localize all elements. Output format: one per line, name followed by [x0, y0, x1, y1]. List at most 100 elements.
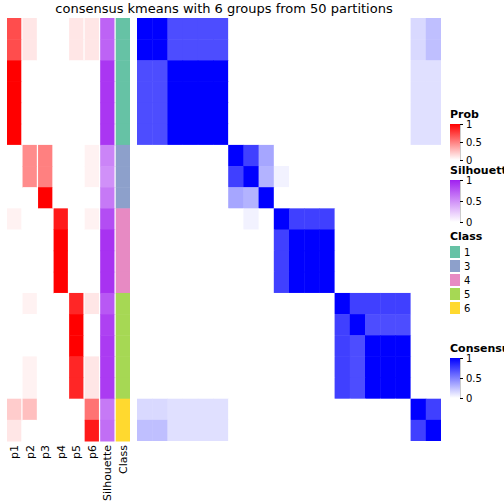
- consensus-cell: [380, 251, 396, 273]
- tick-label: 0: [466, 393, 472, 404]
- consensus-cell: [350, 272, 366, 294]
- consensus-cell: [395, 399, 411, 421]
- membership-cell: [69, 251, 83, 273]
- consensus-cell: [304, 399, 320, 421]
- colorbar-axis: 00.51: [460, 119, 482, 166]
- membership-cell: [69, 356, 83, 378]
- consensus-cell: [319, 18, 335, 40]
- consensus-cell: [198, 356, 214, 378]
- consensus-cell: [243, 187, 259, 209]
- membership-cell: [54, 272, 68, 294]
- tick-label: 1: [466, 175, 472, 186]
- consensus-cell: [304, 420, 320, 441]
- consensus-cell: [395, 420, 411, 441]
- consensus-cell: [228, 356, 244, 378]
- column-label: p1: [8, 445, 21, 459]
- consensus-cell: [137, 420, 153, 441]
- consensus-cell: [152, 272, 168, 294]
- colorbar: [450, 358, 460, 398]
- silhouette-cell: [100, 335, 114, 357]
- consensus-cell: [137, 187, 153, 209]
- consensus-cell: [183, 124, 199, 146]
- consensus-cell: [167, 39, 183, 61]
- tick-label: 0.5: [466, 137, 482, 148]
- membership-cell: [69, 230, 83, 252]
- membership-cell: [85, 335, 99, 357]
- consensus-cell: [259, 272, 275, 294]
- consensus-cell: [213, 230, 229, 252]
- membership-cell: [54, 60, 68, 82]
- consensus-cell: [243, 166, 259, 188]
- consensus-cell: [319, 60, 335, 82]
- consensus-cell: [304, 230, 320, 252]
- colorbar: [450, 180, 460, 222]
- consensus-cell: [228, 335, 244, 357]
- membership-cell: [69, 39, 83, 61]
- chart: consensus kmeans with 6 groups from 50 p…: [0, 0, 504, 504]
- membership-cell: [54, 378, 68, 400]
- consensus-cell: [213, 103, 229, 125]
- consensus-cell: [380, 335, 396, 357]
- colorbar-axis-line: [461, 181, 464, 223]
- consensus-cell: [274, 208, 290, 230]
- consensus-cell: [304, 356, 320, 378]
- membership-cell: [23, 314, 37, 336]
- silhouette-cell: [100, 399, 114, 421]
- tick-mark: [460, 124, 463, 125]
- consensus-cell: [395, 60, 411, 82]
- consensus-cell: [426, 18, 441, 40]
- membership-cell: [38, 314, 52, 336]
- consensus-cell: [365, 81, 381, 103]
- consensus-cell: [411, 378, 427, 400]
- membership-cell: [38, 420, 52, 442]
- consensus-cell: [213, 187, 229, 209]
- membership-cell: [54, 18, 68, 40]
- legend-label: 1: [464, 247, 470, 258]
- consensus-cell: [426, 272, 441, 294]
- consensus-cell: [380, 166, 396, 188]
- consensus-cell: [183, 356, 199, 378]
- consensus-cell: [259, 314, 275, 336]
- silhouette-cell: [100, 314, 114, 336]
- tick: 0.5: [460, 196, 482, 207]
- consensus-cell: [289, 230, 305, 252]
- annotations: [7, 18, 130, 442]
- membership-cell: [7, 399, 21, 421]
- consensus-cell: [152, 420, 168, 441]
- consensus-cell: [243, 18, 259, 40]
- legend-title: Class: [450, 230, 483, 243]
- membership-cell: [85, 230, 99, 252]
- membership-cell: [23, 208, 37, 230]
- consensus-cell: [198, 208, 214, 230]
- consensus-cell: [228, 251, 244, 273]
- silhouette-cell: [100, 81, 114, 103]
- membership-cell: [7, 335, 21, 357]
- membership-cell: [69, 208, 83, 230]
- membership-cell: [54, 293, 68, 315]
- consensus-cell: [289, 166, 305, 188]
- membership-cell: [23, 272, 37, 294]
- membership-cell: [54, 187, 68, 209]
- membership-cell: [69, 81, 83, 103]
- consensus-cell: [350, 81, 366, 103]
- membership-cell: [23, 81, 37, 103]
- membership-cell: [69, 18, 83, 40]
- class-cell: [116, 124, 130, 146]
- membership-cell: [85, 314, 99, 336]
- membership-cell: [38, 18, 52, 40]
- consensus-cell: [335, 399, 351, 421]
- consensus-cell: [137, 356, 153, 378]
- consensus-cell: [274, 81, 290, 103]
- consensus-cell: [380, 103, 396, 125]
- consensus-cell: [243, 399, 259, 421]
- consensus-cell: [167, 208, 183, 230]
- consensus-cell: [259, 39, 275, 61]
- consensus-cell: [365, 230, 381, 252]
- consensus-cell: [350, 103, 366, 125]
- consensus-cell: [243, 335, 259, 357]
- membership-cell: [23, 103, 37, 125]
- consensus-cell: [274, 18, 290, 40]
- consensus-cell: [304, 187, 320, 209]
- consensus-cell: [198, 81, 214, 103]
- consensus-cell: [152, 356, 168, 378]
